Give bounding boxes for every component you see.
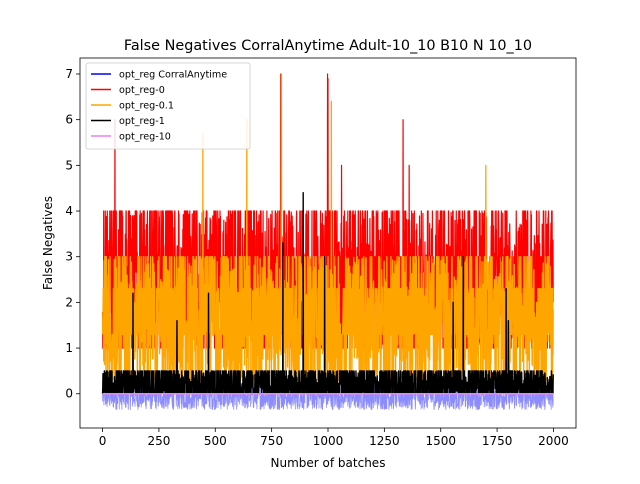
x-tick-label: 1500 [425,434,456,448]
x-tick-label: 2000 [538,434,569,448]
y-tick-label: 4 [65,204,73,218]
x-tick-label: 0 [99,434,107,448]
legend-label: opt_reg-0 [119,85,165,96]
legend-label: opt_reg-0.1 [119,101,174,112]
x-axis-label: Number of batches [271,456,386,470]
legend-label: opt_reg-1 [119,116,165,127]
x-tick-label: 1250 [369,434,400,448]
y-tick-label: 0 [65,387,73,401]
x-tick-label: 1750 [482,434,513,448]
x-tick-label: 500 [204,434,227,448]
y-axis: 0 1 2 3 4 5 6 7 [65,67,80,401]
x-tick-label: 250 [147,434,170,448]
legend-label: opt_reg CorralAnytime [119,70,227,81]
legend: opt_reg CorralAnytime opt_reg-0 opt_reg-0.… [85,62,251,150]
legend-label: opt_reg-10 [119,132,171,143]
y-tick-label: 1 [65,341,73,355]
y-tick-label: 2 [65,295,73,309]
x-axis: 0 250 500 750 1000 1250 1500 1750 2000 [99,428,569,448]
legend-box [85,62,251,150]
y-tick-label: 5 [65,158,73,172]
y-tick-label: 6 [65,113,73,127]
x-tick-label: 750 [260,434,283,448]
y-tick-label: 3 [65,250,73,264]
x-tick-label: 1000 [313,434,344,448]
chart-title: False Negatives CorralAnytime Adult-10_1… [124,38,532,54]
series-layer [101,73,554,411]
series-line-opt-reg-1 [101,192,554,395]
y-tick-label: 7 [65,67,73,81]
y-axis-label: False Negatives [41,196,55,290]
